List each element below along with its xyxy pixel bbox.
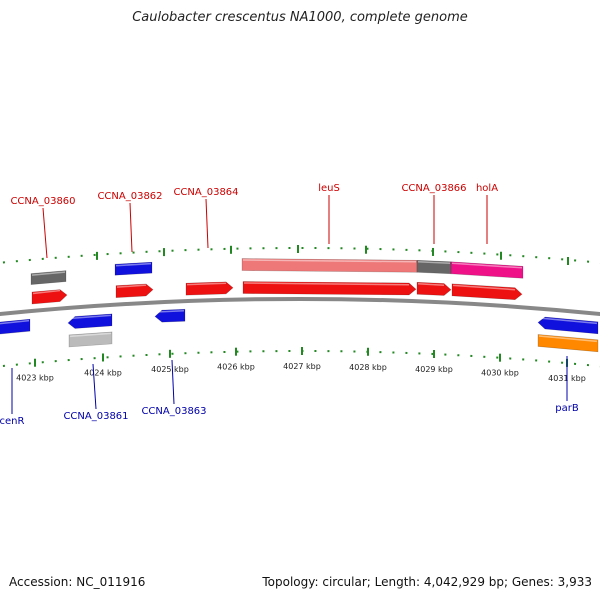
gene-box-highlight bbox=[417, 261, 451, 265]
reverse-cds-box bbox=[0, 318, 31, 335]
forward-gene-label: holA bbox=[476, 183, 498, 194]
axis-tick-label: 4028 kbp bbox=[349, 363, 387, 372]
cds-arrow bbox=[451, 283, 523, 301]
outer-tick-track bbox=[0, 247, 600, 264]
inner-tick-track bbox=[0, 350, 600, 368]
forward-label-leader bbox=[129, 202, 133, 253]
cds-arrow-highlight bbox=[243, 282, 410, 286]
cds-arrow bbox=[416, 281, 452, 296]
axis-tick-label: 4023 kbp bbox=[16, 374, 54, 383]
axis-tick-label: 4030 kbp bbox=[481, 369, 519, 378]
reverse-gene-label: parB bbox=[555, 403, 579, 414]
reverse-cds-box-highlight bbox=[0, 319, 30, 325]
axis-tick-label: 4024 kbp bbox=[84, 368, 122, 377]
gene-box-highlight bbox=[115, 262, 152, 267]
reverse-cds-arrow bbox=[67, 313, 113, 329]
forward-gene-label: CCNA_03862 bbox=[97, 191, 162, 202]
forward-gene-label: CCNA_03860 bbox=[10, 196, 75, 207]
gene-box bbox=[30, 270, 67, 285]
reverse-cds-arrow-highlight bbox=[538, 317, 598, 325]
misc-feature-box-highlight bbox=[538, 335, 598, 343]
accession-label: Accession: NC_011916 bbox=[9, 575, 146, 589]
reverse-cds-arrow-highlight bbox=[68, 314, 112, 320]
forward-gene-label: CCNA_03866 bbox=[401, 183, 466, 194]
forward-gene-label: leuS bbox=[318, 183, 340, 194]
reverse-cds-arrow bbox=[154, 308, 186, 323]
rrna-box-highlight bbox=[242, 259, 417, 263]
cds-arrow-highlight bbox=[452, 284, 516, 291]
axis-tick-label: 4027 kbp bbox=[283, 362, 321, 371]
misc-feature-box bbox=[537, 334, 599, 353]
cds-arrow bbox=[185, 281, 234, 296]
reverse-gene-label: cenR bbox=[0, 416, 25, 427]
trna-box-highlight bbox=[451, 262, 523, 269]
axis-tick-label: 4026 kbp bbox=[217, 363, 255, 372]
trna-box bbox=[450, 261, 524, 279]
cds-arrow bbox=[242, 281, 417, 296]
rrna-box bbox=[241, 258, 418, 273]
axis-tick-label: 4025 kbp bbox=[151, 365, 189, 374]
cds-arrow bbox=[115, 283, 154, 298]
reverse-gene-label: CCNA_03861 bbox=[63, 411, 128, 422]
reverse-label-leader bbox=[92, 363, 97, 410]
reverse-cds-arrow-highlight bbox=[155, 309, 185, 313]
genome-backbone bbox=[0, 296, 600, 317]
genome-summary: Topology: circular; Length: 4,042,929 bp… bbox=[262, 575, 592, 589]
cds-arrow-highlight bbox=[417, 283, 445, 287]
cds-arrow-highlight bbox=[116, 284, 147, 288]
forward-label-leader bbox=[205, 198, 209, 249]
reverse-gene-label: CCNA_03863 bbox=[141, 406, 206, 417]
gene-box-highlight bbox=[31, 271, 66, 276]
cds-arrow-highlight bbox=[32, 289, 61, 295]
map-title: Caulobacter crescentus NA1000, complete … bbox=[132, 10, 468, 25]
reverse-label-leader bbox=[171, 359, 175, 405]
reverse-cds-arrow bbox=[537, 316, 599, 335]
cds-arrow-highlight bbox=[186, 282, 227, 286]
cds-arrow bbox=[31, 289, 68, 305]
gene-box-highlight bbox=[69, 332, 112, 338]
gene-box bbox=[114, 261, 153, 276]
forward-label-leader bbox=[42, 207, 48, 259]
axis-tick-label: 4029 kbp bbox=[415, 365, 453, 374]
gene-box bbox=[68, 331, 113, 348]
forward-gene-label: CCNA_03864 bbox=[173, 187, 238, 198]
